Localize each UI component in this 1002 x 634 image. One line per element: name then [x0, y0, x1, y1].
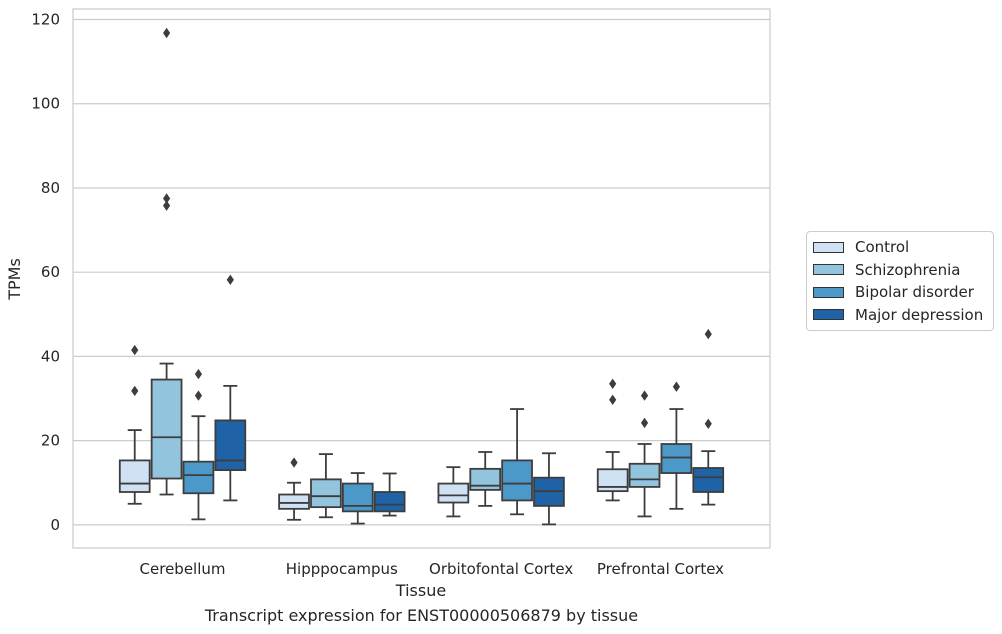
box-bipolar-disorder — [660, 381, 693, 510]
x-tick-label: Hipppocampus — [286, 560, 398, 578]
legend-label: Major depression — [855, 305, 984, 324]
box-major-depression — [214, 274, 247, 502]
chart-caption: Transcript expression for ENST0000050687… — [204, 606, 639, 625]
legend-item: Control — [807, 236, 993, 259]
outlier-point — [640, 390, 649, 401]
x-tick-label: Orbitofontal Cortex — [429, 560, 573, 578]
outlier-point — [162, 193, 171, 204]
box-iqr — [660, 443, 693, 474]
outlier-point — [640, 417, 649, 429]
box-iqr — [150, 378, 183, 480]
legend-label: Schizophrenia — [855, 260, 961, 279]
box-iqr — [501, 459, 533, 502]
grid-lines — [73, 18, 770, 526]
legend-label: Control — [855, 238, 910, 257]
box-control — [437, 466, 470, 518]
box-major-depression — [692, 328, 725, 506]
box-iqr — [437, 482, 470, 504]
box-iqr — [214, 419, 247, 471]
legend: Control Schizophrenia Bipolar disorder Majo… — [806, 231, 994, 331]
outlier-point — [704, 328, 712, 340]
outlier-point — [131, 385, 139, 397]
box-iqr — [373, 491, 406, 513]
box-bipolar-disorder — [341, 472, 374, 525]
box-bipolar-disorder — [501, 408, 533, 516]
y-tick-label: 40 — [41, 347, 60, 365]
outlier-point — [131, 344, 139, 356]
outlier-point — [290, 457, 298, 468]
box-iqr — [341, 482, 374, 513]
legend-item: Major depression — [807, 304, 993, 327]
plot-frame — [72, 8, 771, 549]
y-tick-label: 100 — [31, 95, 60, 113]
y-tick-label: 20 — [41, 432, 60, 450]
legend-label: Bipolar disorder — [855, 283, 974, 302]
box-control — [278, 457, 310, 521]
outlier-point — [609, 394, 617, 405]
y-tick-labels: 0 20 40 60 80 100 120 — [31, 11, 60, 534]
legend-swatch — [813, 286, 844, 298]
y-tick-label: 80 — [41, 179, 60, 197]
outlier-point — [226, 274, 234, 285]
x-tick-labels: Cerebellum Hipppocampus Orbitofontal Corte… — [140, 560, 725, 578]
y-tick-label: 0 — [50, 516, 60, 534]
outlier-point — [194, 390, 203, 401]
box-iqr — [628, 462, 661, 488]
outlier-point — [609, 378, 617, 389]
legend-swatch — [813, 241, 844, 253]
box-iqr — [118, 459, 151, 493]
box-iqr — [469, 467, 502, 491]
box-schizophrenia — [150, 27, 183, 496]
box-iqr — [596, 468, 629, 493]
outlier-point — [194, 368, 203, 380]
box-iqr — [310, 478, 342, 509]
box-bipolar-disorder — [182, 368, 215, 521]
box-layer — [118, 27, 725, 526]
legend-item: Schizophrenia — [807, 259, 993, 282]
y-tick-label: 60 — [41, 263, 60, 281]
outlier-point — [672, 381, 681, 392]
legend-swatch — [813, 309, 844, 321]
box-schizophrenia — [310, 453, 342, 519]
box-major-depression — [373, 472, 406, 517]
box-major-depression — [533, 452, 565, 526]
legend-item: Bipolar disorder — [807, 281, 993, 304]
x-axis-label: Tissue — [395, 581, 446, 600]
x-tick-label: Prefrontal Cortex — [597, 560, 724, 578]
outlier-point — [162, 200, 171, 211]
box-control — [118, 344, 151, 505]
y-tick-label: 120 — [31, 11, 60, 29]
box-iqr — [692, 467, 725, 493]
x-tick-label: Cerebellum — [140, 560, 226, 578]
box-iqr — [278, 493, 310, 510]
outlier-point — [162, 27, 171, 39]
box-schizophrenia — [628, 390, 661, 518]
legend-swatch — [813, 264, 844, 276]
box-control — [596, 378, 629, 502]
y-axis-label: TPMs — [5, 258, 24, 301]
outlier-point — [704, 418, 712, 429]
box-iqr — [182, 460, 215, 495]
box-schizophrenia — [469, 451, 502, 507]
